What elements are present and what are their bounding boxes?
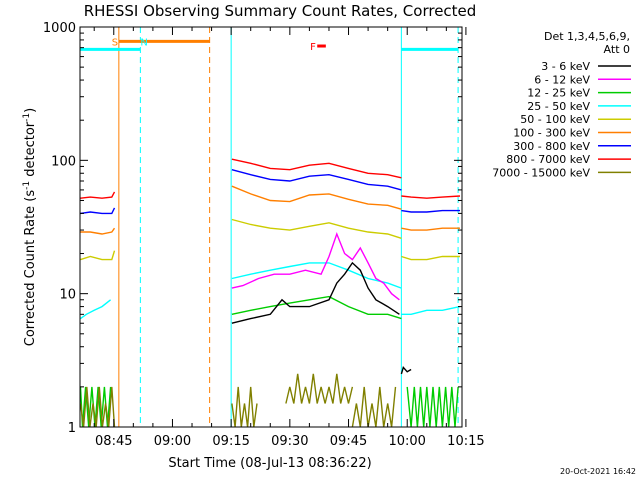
legend-entry-label: 800 - 7000 keV — [506, 153, 590, 166]
flag-marker-n: N — [140, 37, 147, 48]
series-5-segment-0 — [231, 231, 400, 301]
x-axis-label: Start Time (08-Jul-13 08:36:22) — [168, 456, 371, 471]
series-2-segment-0 — [80, 227, 116, 235]
legend-entry-label: 3 - 6 keV — [541, 60, 590, 73]
series-2-segment-1 — [231, 185, 402, 210]
flag-marker-s: S — [112, 37, 118, 48]
series-1-segment-0 — [80, 207, 116, 215]
series-3-segment-0 — [80, 250, 116, 261]
y-axis-label: Corrected Count Rate (s-1 detector-1) — [22, 108, 38, 346]
legend-entry-label: 7000 - 15000 keV — [492, 166, 590, 179]
series-4-segment-1 — [231, 262, 402, 289]
series-7-segment-0 — [231, 261, 400, 324]
series-4-segment-2 — [401, 305, 461, 315]
x-tick-label: 09:30 — [271, 434, 308, 449]
y-axis-label-mid: detector — [23, 121, 38, 181]
y-tick-label: 100 — [51, 154, 76, 169]
x-tick-label: 09:00 — [154, 434, 191, 449]
x-tick-label: 10:00 — [388, 434, 425, 449]
series-3-segment-2 — [401, 255, 460, 261]
series-0-segment-1 — [231, 158, 402, 179]
series-7-segment-1 — [400, 366, 412, 375]
y-axis-label-main: Corrected Count Rate (s — [23, 190, 38, 347]
chart-title: RHESSI Observing Summary Count Rates, Co… — [84, 2, 477, 20]
legend-entry-label: 25 - 50 keV — [527, 100, 590, 113]
legend-entry-label: 300 - 800 keV — [513, 140, 590, 153]
series-3-segment-1 — [231, 218, 402, 239]
series-0-segment-2 — [401, 195, 461, 199]
legend-entry-label: 100 - 300 keV — [513, 127, 590, 140]
series-4-segment-0 — [80, 299, 112, 320]
series-8-segment-0 — [79, 386, 116, 428]
series-6-segment-1 — [406, 386, 459, 428]
series-6-segment-0 — [231, 295, 402, 320]
legend-header-attenuator: Att 0 — [604, 43, 630, 56]
y-axis-label-sup1: -1 — [22, 181, 32, 190]
legend-header-detectors: Det 1,3,4,5,6,9, — [544, 30, 630, 43]
series-8-segment-3 — [351, 386, 397, 428]
y-tick-label: 10 — [59, 288, 76, 303]
x-tick-label: 10:15 — [447, 434, 484, 449]
flag-marker-f: F — [310, 42, 316, 53]
x-tick-label: 09:15 — [212, 434, 249, 449]
series-8-segment-2 — [285, 373, 354, 404]
x-tick-label: 09:45 — [330, 434, 367, 449]
series-8-segment-1 — [231, 386, 258, 428]
series-2-segment-2 — [401, 227, 460, 231]
y-axis-label-sup2: -1 — [22, 113, 32, 122]
y-axis-label-end: ) — [23, 108, 38, 113]
legend-entry-label: 12 - 25 keV — [527, 87, 590, 100]
generated-timestamp: 20-Oct-2021 16:42 — [560, 467, 636, 476]
x-axis: 08:45 09:00 09:15 09:30 09:45 10:00 10:15 — [93, 27, 485, 449]
series-1-segment-2 — [401, 209, 460, 213]
legend-entry-label: 6 - 12 keV — [534, 73, 590, 86]
y-axis: 1000 100 10 1 — [43, 21, 462, 436]
legend-entry-label: 50 - 100 keV — [520, 113, 590, 126]
series-1-segment-1 — [231, 169, 402, 191]
plot-frame — [79, 26, 463, 428]
y-tick-label: 1 — [68, 421, 76, 436]
y-tick-label: 1000 — [43, 21, 76, 36]
x-tick-label: 08:45 — [95, 434, 132, 449]
series-0-segment-0 — [80, 191, 116, 199]
